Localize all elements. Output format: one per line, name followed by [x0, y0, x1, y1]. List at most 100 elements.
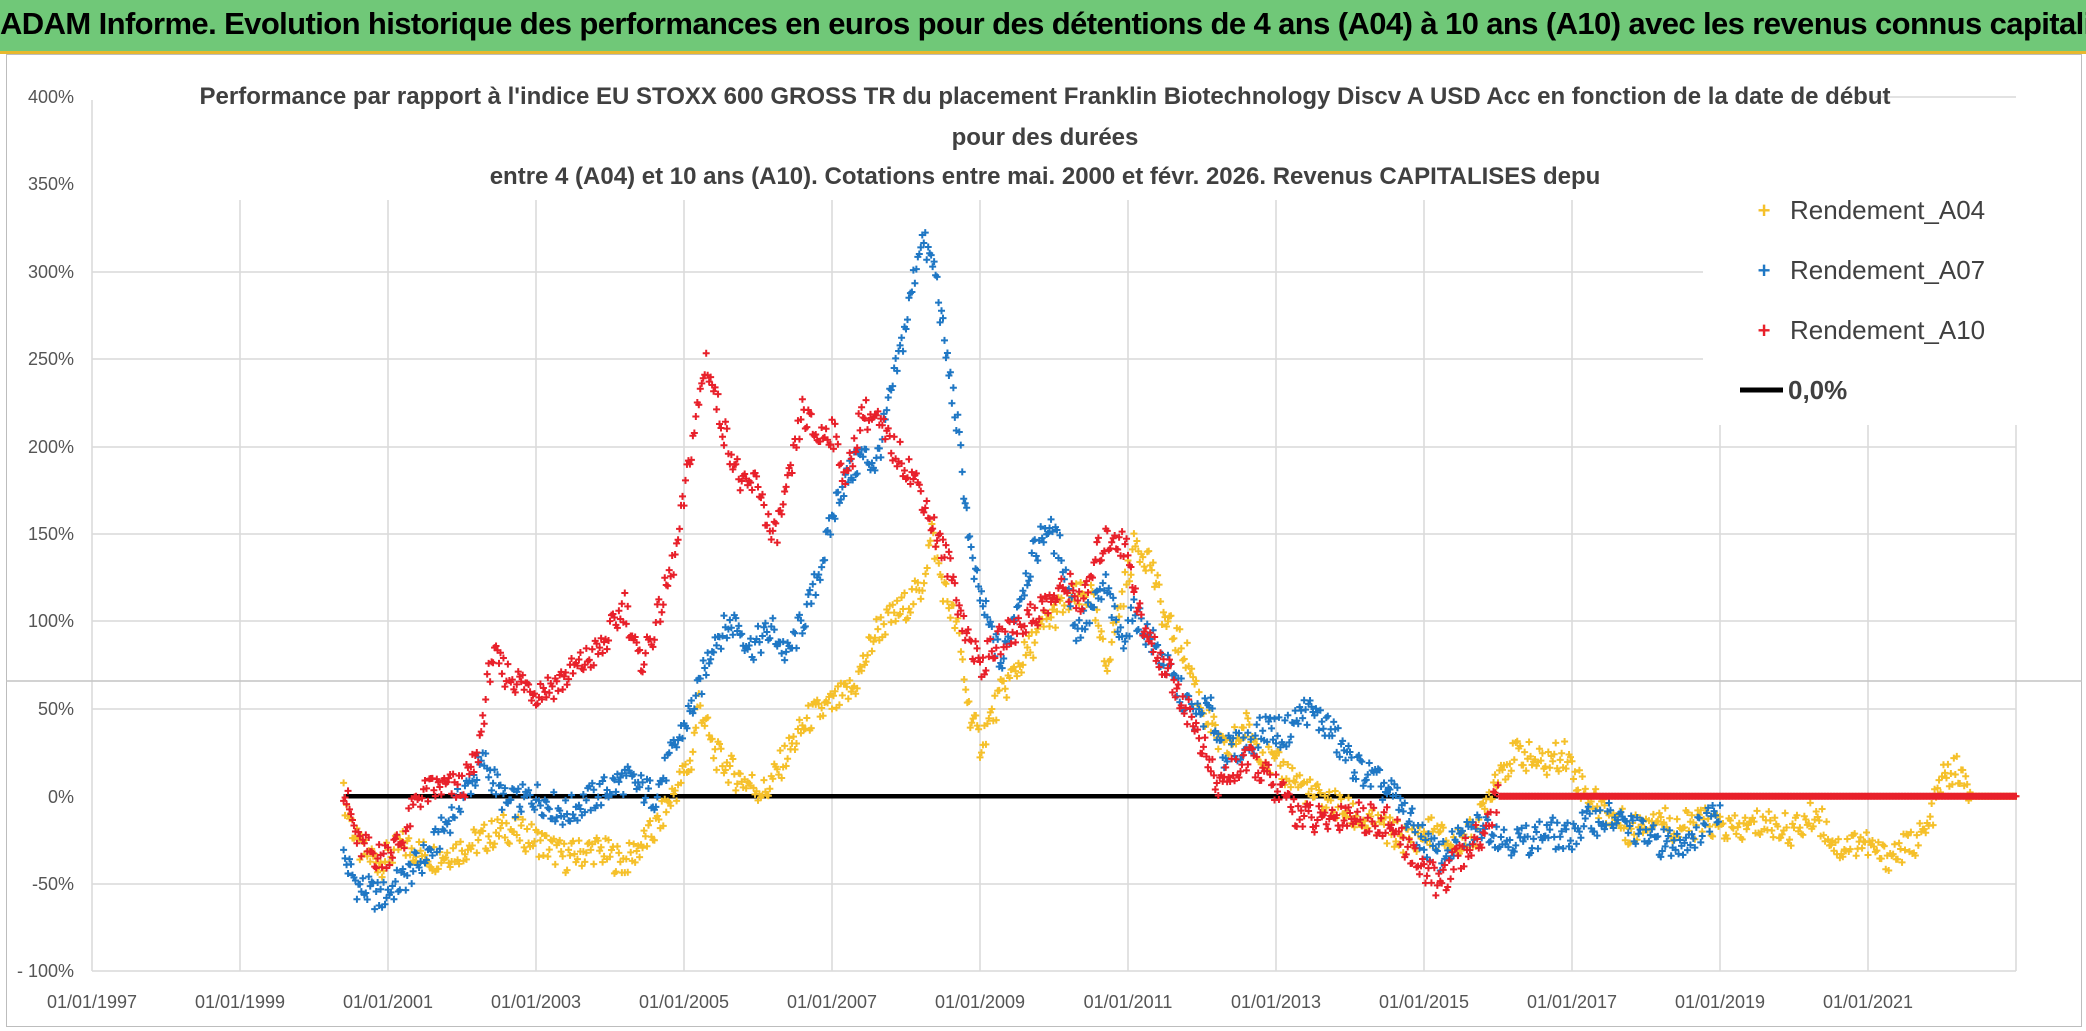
- data-point: [1065, 598, 1073, 606]
- data-point: [1239, 724, 1247, 732]
- data-point: [717, 745, 725, 753]
- data-point: [1174, 648, 1182, 656]
- data-point: [1120, 602, 1128, 610]
- data-point: [371, 905, 379, 913]
- data-point: [960, 675, 968, 683]
- data-point: [832, 433, 840, 441]
- data-point: [1544, 748, 1552, 756]
- data-point: [750, 656, 758, 664]
- data-point: [544, 674, 552, 682]
- data-point: [631, 858, 639, 866]
- data-point: [1695, 814, 1703, 822]
- data-point: [1094, 534, 1102, 542]
- data-point: [1066, 602, 1074, 610]
- data-point: [1265, 718, 1273, 726]
- data-point: [1632, 840, 1640, 848]
- data-point: [391, 835, 399, 843]
- x-tick-label: 01/01/2017: [1527, 992, 1617, 1012]
- data-point: [1094, 622, 1102, 630]
- data-point: [1271, 715, 1279, 723]
- data-point: [1546, 826, 1554, 834]
- data-point: [1251, 773, 1259, 781]
- data-point: [1342, 756, 1350, 764]
- data-point: [912, 469, 920, 477]
- data-point: [494, 771, 502, 779]
- x-gridlines: [91, 100, 2017, 971]
- data-point: [782, 483, 790, 491]
- data-point: [1481, 829, 1489, 837]
- banner-title: ADAM Informe. Evolution historique des p…: [0, 6, 2086, 41]
- data-point: [652, 803, 660, 811]
- data-point: [896, 438, 904, 446]
- data-point: [1783, 824, 1791, 832]
- data-point: [624, 602, 632, 610]
- data-point: [1347, 754, 1355, 762]
- data-point: [1145, 547, 1153, 555]
- data-point: [892, 617, 900, 625]
- data-point: [853, 684, 861, 692]
- data-point: [1688, 811, 1696, 819]
- data-point: [622, 620, 630, 628]
- data-point: [1858, 844, 1866, 852]
- data-point: [1282, 742, 1290, 750]
- data-point: [1513, 825, 1521, 833]
- data-point: [582, 849, 590, 857]
- data-point: [1787, 842, 1795, 850]
- data-point: [1493, 823, 1501, 831]
- data-point: [347, 810, 355, 818]
- data-point: [513, 680, 521, 688]
- data-point: [1595, 818, 1603, 826]
- data-point: [896, 610, 904, 618]
- data-point: [1162, 622, 1170, 630]
- legend-label-zero: 0,0%: [1788, 375, 1847, 405]
- data-point: [926, 537, 934, 545]
- data-point: [1081, 625, 1089, 633]
- data-point: [732, 614, 740, 622]
- data-point: [1315, 802, 1323, 810]
- data-point: [1050, 592, 1058, 600]
- data-point: [1210, 713, 1218, 721]
- data-point: [711, 745, 719, 753]
- data-point: [1160, 661, 1168, 669]
- data-point: [714, 390, 722, 398]
- data-point: [859, 453, 867, 461]
- data-point: [550, 835, 558, 843]
- data-point: [1541, 763, 1549, 771]
- data-point: [359, 874, 367, 882]
- data-point: [374, 855, 382, 863]
- data-point: [1387, 821, 1395, 829]
- data-point: [1706, 828, 1714, 836]
- data-point: [418, 794, 426, 802]
- data-point: [779, 638, 787, 646]
- data-point: [1771, 814, 1779, 822]
- data-point: [1621, 836, 1629, 844]
- data-point: [1376, 766, 1384, 774]
- data-point: [1393, 816, 1401, 824]
- data-point: [649, 643, 657, 651]
- data-point: [1624, 829, 1632, 837]
- data-point: [1296, 771, 1304, 779]
- data-point: [1176, 625, 1184, 633]
- data-point: [1367, 783, 1375, 791]
- data-point: [1339, 737, 1347, 745]
- data-point: [975, 582, 983, 590]
- data-point: [437, 859, 445, 867]
- data-point: [1498, 766, 1506, 774]
- data-point: [496, 824, 504, 832]
- data-point: [357, 852, 365, 860]
- data-point: [917, 243, 925, 251]
- data-point: [1170, 676, 1178, 684]
- data-point: [1880, 842, 1888, 850]
- data-point: [701, 722, 709, 730]
- data-point: [1891, 840, 1899, 848]
- data-point: [528, 820, 536, 828]
- x-tick-label: 01/01/1999: [195, 992, 285, 1012]
- data-point: [1043, 615, 1051, 623]
- data-point: [1683, 846, 1691, 854]
- data-point: [1382, 829, 1390, 837]
- data-point: [548, 682, 556, 690]
- data-point: [1358, 821, 1366, 829]
- data-point: [1183, 639, 1191, 647]
- data-point: [1569, 775, 1577, 783]
